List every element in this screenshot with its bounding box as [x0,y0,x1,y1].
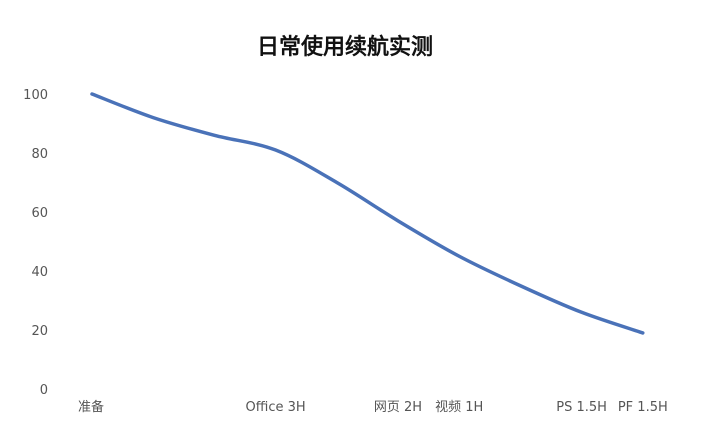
x-tick-label: 网页 2H [374,400,422,415]
y-tick-label: 20 [31,324,48,339]
x-tick-label: Office 3H [246,400,306,415]
series-group [90,92,645,335]
x-tick-label: 准备 [78,399,104,415]
y-tick-label: 80 [31,147,48,162]
y-tick-label: 60 [31,206,48,221]
chart-title: 日常使用续航实测 [257,34,433,60]
y-tick-label: 100 [23,88,48,103]
y-axis: 0 20 40 60 80 100 [23,88,48,398]
x-axis: 准备 Office 3H 网页 2H 视频 1H PS 1.5H PF 1.5H [78,399,668,415]
x-tick-label: PF 1.5H [618,400,668,415]
x-tick-label: PS 1.5H [556,400,607,415]
x-tick-label: 视频 1H [435,400,483,415]
y-tick-label: 40 [31,265,48,280]
series-line [90,92,645,335]
y-tick-label: 0 [40,383,48,398]
